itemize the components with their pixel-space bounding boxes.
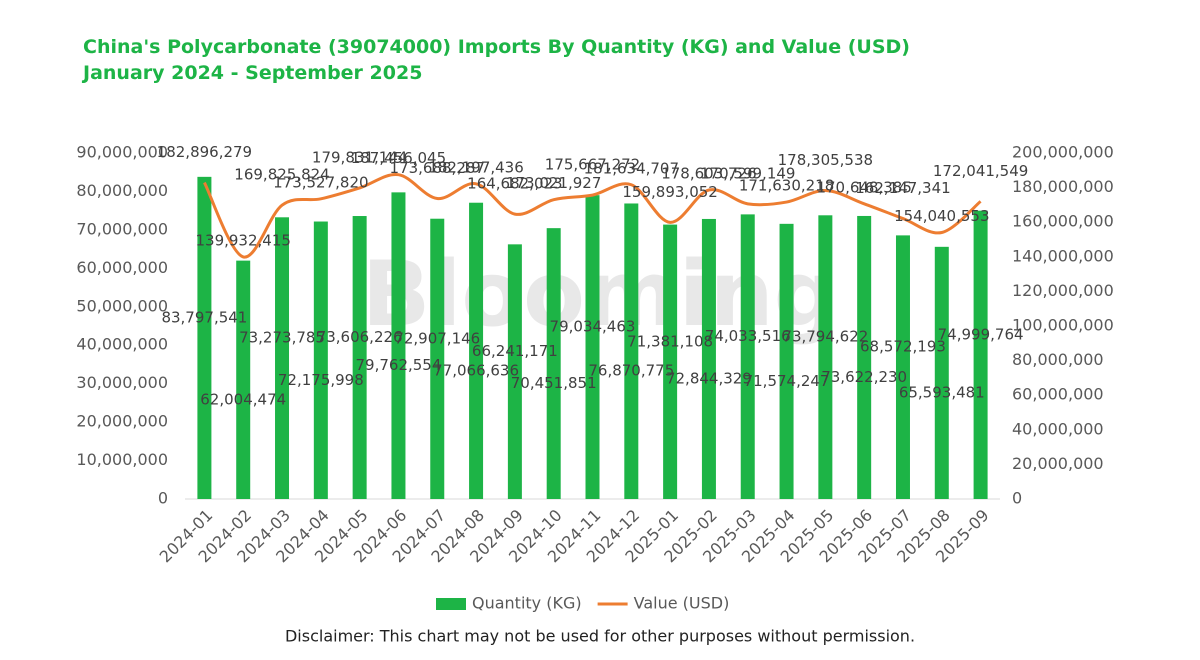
y2-tick-label: 60,000,000	[1012, 385, 1104, 404]
data-label: 172,041,549	[933, 162, 1028, 180]
data-label: 72,175,998	[278, 371, 364, 389]
legend-label: Value (USD)	[634, 594, 730, 613]
data-label: 175,667,272	[545, 156, 640, 174]
bar	[663, 224, 678, 500]
legend-swatch	[436, 598, 466, 610]
bar	[197, 176, 212, 499]
y2-tick-label: 140,000,000	[1012, 246, 1114, 265]
data-label: 178,603,726	[661, 165, 756, 183]
data-label: 170,648,385	[816, 178, 911, 196]
bar	[546, 228, 561, 499]
y-tick-label: 50,000,000	[76, 296, 168, 315]
data-label: 73,273,785	[239, 329, 325, 347]
data-label: 73,794,622	[782, 328, 868, 346]
data-label: 66,241,171	[472, 342, 558, 360]
data-label: 179,831,144	[312, 148, 407, 166]
bar	[624, 203, 639, 499]
data-label: 73,622,230	[821, 368, 907, 386]
y-tick-label: 70,000,000	[76, 219, 168, 238]
bar	[236, 260, 251, 499]
data-label: 182,896,279	[157, 143, 252, 161]
y2-tick-label: 120,000,000	[1012, 281, 1114, 300]
bar	[895, 235, 910, 500]
bar	[779, 223, 794, 499]
data-label: 71,381,108	[627, 332, 713, 350]
data-label: 164,682,023	[467, 175, 562, 193]
y2-tick-label: 200,000,000	[1012, 143, 1114, 162]
y2-tick-label: 0	[1012, 489, 1022, 508]
data-label: 74,999,764	[938, 325, 1024, 343]
data-label: 62,004,474	[200, 390, 286, 408]
data-label: 79,034,463	[550, 318, 636, 336]
bar	[973, 210, 988, 499]
data-label: 178,305,538	[778, 151, 873, 169]
bar	[701, 218, 716, 499]
data-label: 170,599,149	[700, 164, 795, 182]
y2-tick-label: 80,000,000	[1012, 350, 1104, 369]
y-tick-label: 0	[158, 489, 168, 508]
data-label: 173,688,287	[390, 159, 485, 177]
data-label: 65,593,481	[899, 383, 985, 401]
data-label: 162,147,341	[855, 179, 950, 197]
data-label: 173,527,820	[273, 173, 368, 191]
data-label: 187,456,045	[351, 149, 446, 167]
y-tick-label: 80,000,000	[76, 181, 168, 200]
data-label: 72,844,329	[666, 369, 752, 387]
y-tick-label: 30,000,000	[76, 373, 168, 392]
bar	[313, 221, 328, 500]
data-label: 73,606,226	[317, 328, 403, 346]
data-label: 71,574,247	[744, 372, 830, 390]
bar	[391, 192, 406, 499]
y2-tick-label: 160,000,000	[1012, 212, 1114, 231]
data-label: 159,893,052	[622, 183, 717, 201]
data-label: 74,033,516	[705, 327, 791, 345]
data-label: 173,021,927	[506, 174, 601, 192]
bar	[469, 202, 484, 499]
data-label: 79,762,554	[356, 356, 442, 374]
data-label: 83,797,541	[161, 308, 247, 326]
y-tick-label: 60,000,000	[76, 258, 168, 277]
legend-label: Quantity (KG)	[472, 594, 582, 613]
y-tick-label: 90,000,000	[76, 143, 168, 162]
data-label: 77,066,636	[433, 361, 519, 379]
y-tick-label: 10,000,000	[76, 450, 168, 469]
y2-tick-label: 100,000,000	[1012, 316, 1114, 335]
bar	[430, 218, 445, 499]
data-label: 76,870,775	[588, 362, 674, 380]
data-label: 181,634,707	[584, 159, 679, 177]
y-tick-label: 40,000,000	[76, 335, 168, 354]
data-label: 68,572,193	[860, 338, 946, 356]
bar	[818, 215, 833, 500]
data-label: 154,040,553	[894, 207, 989, 225]
bar	[857, 215, 872, 499]
data-label: 171,630,218	[739, 177, 834, 195]
y2-tick-label: 180,000,000	[1012, 177, 1114, 196]
y2-tick-label: 40,000,000	[1012, 419, 1104, 438]
data-label: 169,825,824	[234, 166, 329, 184]
data-label: 72,907,146	[394, 329, 480, 347]
line	[203, 173, 982, 259]
chart-title: China's Polycarbonate (39074000) Imports…	[83, 36, 910, 58]
data-label: 70,451,851	[511, 374, 597, 392]
bar	[352, 216, 367, 499]
bar	[740, 214, 755, 499]
data-label: 139,932,415	[195, 231, 290, 249]
y2-tick-label: 20,000,000	[1012, 454, 1104, 473]
bar	[507, 244, 522, 499]
bar	[934, 246, 949, 499]
chart-subtitle: January 2024 - September 2025	[81, 62, 422, 84]
bar	[585, 195, 600, 499]
data-label: 182,197,436	[428, 158, 523, 176]
bar	[275, 217, 290, 499]
y-tick-label: 20,000,000	[76, 412, 168, 431]
footnote: Disclaimer: This chart may not be used f…	[285, 627, 915, 646]
